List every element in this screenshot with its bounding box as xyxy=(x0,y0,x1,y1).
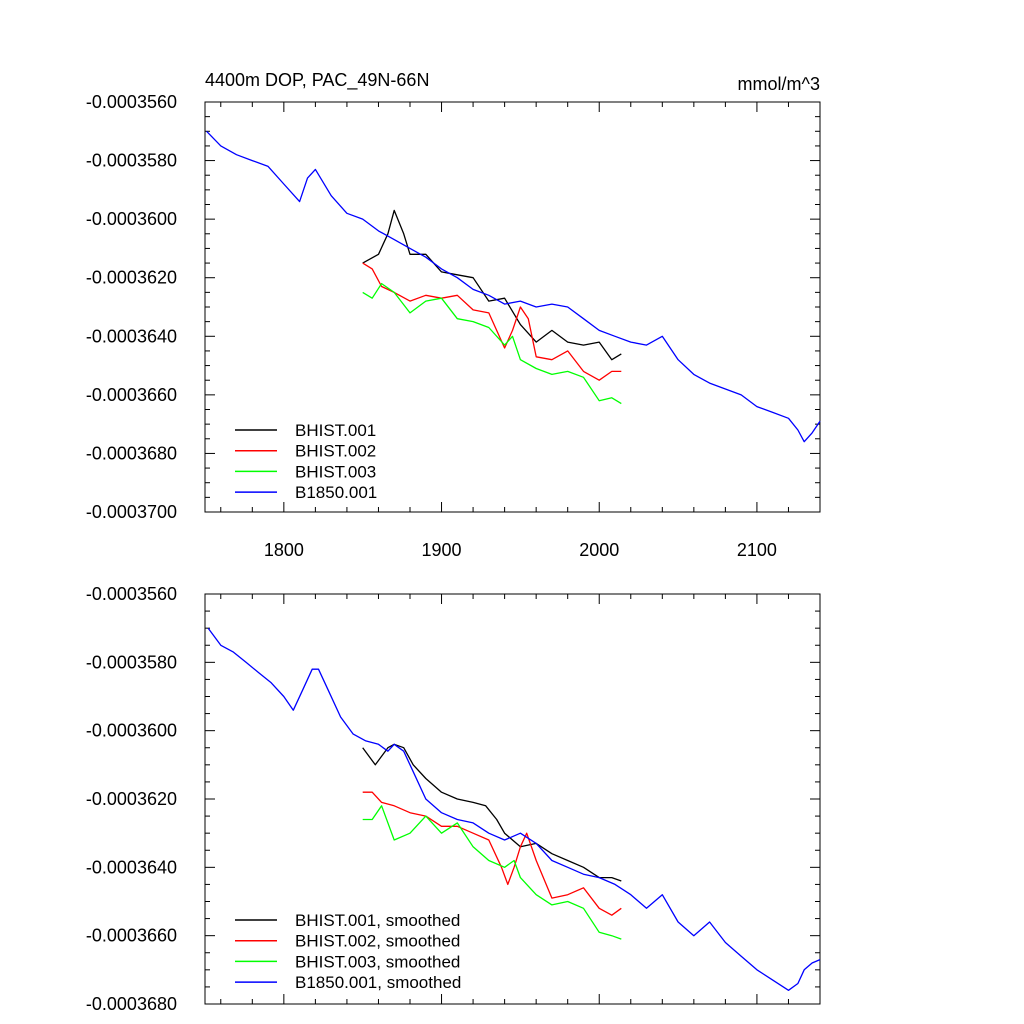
series-line-bhist-001-smoothed xyxy=(362,743,622,882)
y-tick-label: -0.0003620 xyxy=(86,268,177,288)
x-tick-label: 2100 xyxy=(737,540,777,560)
legend-label: BHIST.003 xyxy=(295,462,376,481)
series-line-bhist-003-smoothed xyxy=(362,805,622,940)
legend-label: B1850.001, smoothed xyxy=(295,973,461,992)
series-line-bhist-003 xyxy=(362,282,622,405)
y-tick-label: -0.0003660 xyxy=(86,385,177,405)
series-line-bhist-002-smoothed xyxy=(362,791,622,916)
legend-label: BHIST.002 xyxy=(295,442,376,461)
y-tick-label: -0.0003560 xyxy=(86,584,177,604)
x-tick-label: 2000 xyxy=(579,540,619,560)
y-tick-label: -0.0003700 xyxy=(86,502,177,522)
legend-label: B1850.001 xyxy=(295,483,377,502)
y-tick-label: -0.0003600 xyxy=(86,721,177,741)
y-tick-label: -0.0003640 xyxy=(86,857,177,877)
x-tick-label: 1900 xyxy=(422,540,462,560)
y-tick-label: -0.0003680 xyxy=(86,443,177,463)
y-tick-label: -0.0003620 xyxy=(86,789,177,809)
series-line-bhist-001 xyxy=(362,209,622,361)
legend-label: BHIST.003, smoothed xyxy=(295,952,460,971)
y-tick-label: -0.0003580 xyxy=(86,151,177,171)
legend-label: BHIST.001, smoothed xyxy=(295,911,460,930)
x-tick-label: 1800 xyxy=(264,540,304,560)
top-chart-panel: 4400m DOP, PAC_49N-66N mmol/m^3 -0.0003560… xyxy=(86,70,821,560)
y-tick-label: -0.0003600 xyxy=(86,209,177,229)
y-tick-label: -0.0003660 xyxy=(86,926,177,946)
bottom-chart-panel: -0.0003560 -0.0003580 -0.0003600 -0.0003620… xyxy=(86,584,821,1014)
series-line-bhist-002 xyxy=(362,262,622,381)
y-tick-label: -0.0003680 xyxy=(86,994,177,1014)
series-line-b1850-001 xyxy=(206,130,821,443)
y-tick-label: -0.0003580 xyxy=(86,652,177,672)
units-label: mmol/m^3 xyxy=(738,74,820,94)
series-line-b1850-001-smoothed xyxy=(207,627,821,991)
legend-label: BHIST.002, smoothed xyxy=(295,932,460,951)
y-tick-label: -0.0003560 xyxy=(86,92,177,112)
chart-title: 4400m DOP, PAC_49N-66N xyxy=(205,70,429,91)
legend-label: BHIST.001 xyxy=(295,421,376,440)
y-tick-label: -0.0003640 xyxy=(86,326,177,346)
